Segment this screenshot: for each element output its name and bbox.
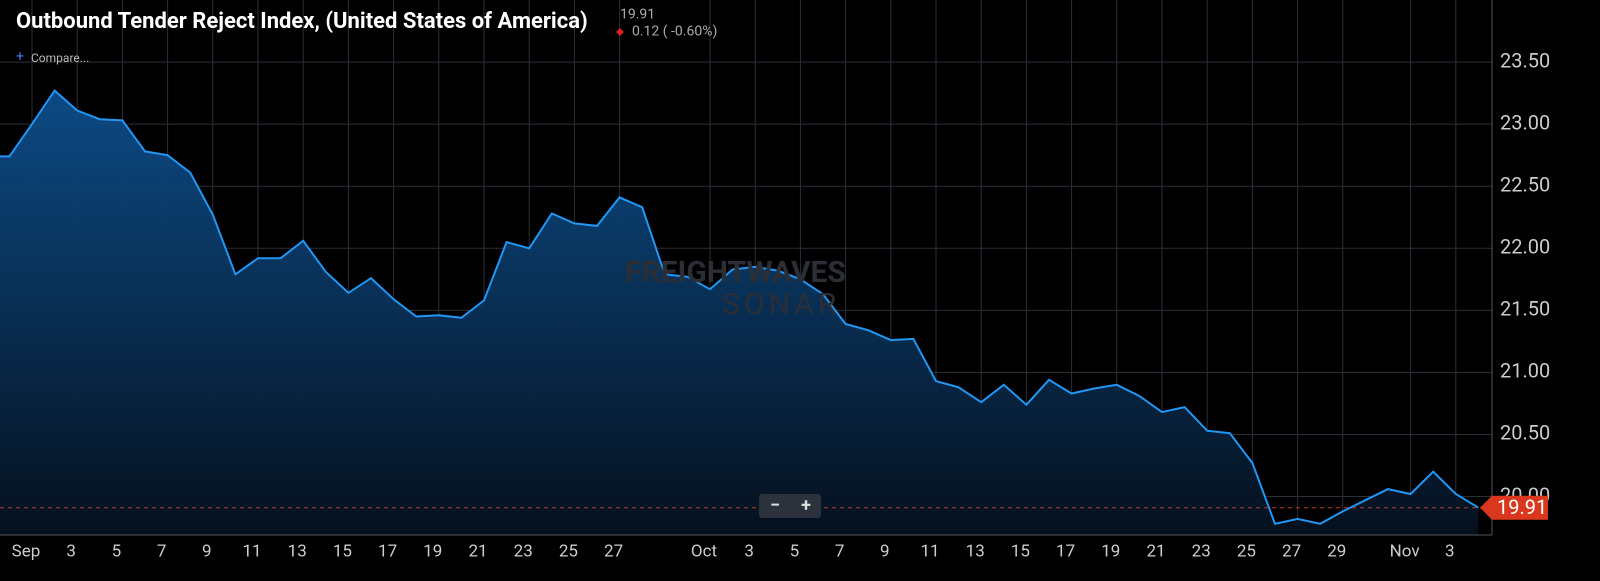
x-tick-label: Nov — [1390, 541, 1420, 561]
x-tick-label: Oct — [691, 541, 717, 561]
down-arrow — [616, 28, 624, 36]
x-tick-label: 19 — [1101, 541, 1120, 561]
y-tick-label: 22.50 — [1500, 172, 1550, 196]
zoom-panel — [759, 494, 821, 518]
y-tick-label: 21.00 — [1500, 359, 1550, 383]
zoom-in[interactable]: + — [801, 495, 811, 516]
y-tick-label: 21.50 — [1500, 297, 1550, 321]
x-tick-label: 3 — [66, 541, 76, 561]
x-tick-label: 9 — [880, 541, 890, 561]
last-value-label: 19.91 — [1497, 495, 1547, 519]
compare-plus[interactable]: + — [16, 49, 24, 65]
compare-link[interactable]: Compare... — [31, 51, 89, 65]
watermark: FREIGHTWAVES — [625, 255, 846, 290]
x-tick-label: 19 — [423, 541, 442, 561]
x-tick-label: 15 — [333, 541, 352, 561]
area — [0, 90, 1479, 535]
x-tick-label: 15 — [1011, 541, 1030, 561]
current-value: 19.91 — [620, 7, 655, 23]
x-tick-label: 7 — [835, 541, 845, 561]
x-tick-label: 13 — [966, 541, 985, 561]
x-tick-label: 17 — [1056, 541, 1075, 561]
last-value-tag — [1480, 495, 1548, 520]
y-tick-label: 23.50 — [1500, 48, 1550, 72]
watermark: SONAR — [722, 287, 840, 322]
x-tick-label: 11 — [242, 541, 261, 561]
axes: 20.0020.5021.0021.5022.0022.5023.0023.50… — [0, 0, 1550, 561]
x-tick-label: 23 — [1192, 541, 1211, 561]
line — [0, 89, 1479, 525]
y-tick-label: 23.00 — [1500, 110, 1550, 134]
x-tick-label: 27 — [604, 541, 623, 561]
change: 0.12 ( -0.60%) — [632, 24, 717, 40]
x-tick-label: 25 — [559, 541, 578, 561]
x-tick-label: 29 — [1327, 541, 1346, 561]
x-tick-label: 27 — [1282, 541, 1301, 561]
x-tick-label: Sep — [12, 541, 41, 561]
y-tick-label: 20.50 — [1500, 421, 1550, 445]
x-tick-label: 5 — [790, 541, 800, 561]
x-tick-label: 9 — [202, 541, 212, 561]
x-tick-label: 3 — [1445, 541, 1455, 561]
x-tick-label: 13 — [288, 541, 307, 561]
x-tick-label: 25 — [1237, 541, 1256, 561]
x-tick-label: 7 — [157, 541, 167, 561]
x-tick-label: 21 — [1146, 541, 1165, 561]
x-tick-label: 21 — [468, 541, 487, 561]
x-tick-label: 23 — [514, 541, 533, 561]
x-tick-label: 3 — [744, 541, 754, 561]
x-tick-label: 17 — [378, 541, 397, 561]
plot — [0, 89, 1492, 535]
zoom-out[interactable]: − — [770, 495, 780, 516]
y-tick-label: 22.00 — [1500, 235, 1550, 259]
x-tick-label: 5 — [112, 541, 122, 561]
title: Outbound Tender Reject Index, (United St… — [16, 9, 588, 34]
zoom-controls: − + — [759, 494, 821, 518]
x-tick-label: 11 — [920, 541, 939, 561]
